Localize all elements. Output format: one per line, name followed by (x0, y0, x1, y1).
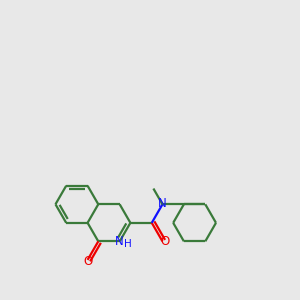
Text: N: N (115, 235, 124, 248)
Text: N: N (158, 196, 167, 210)
Text: O: O (83, 255, 92, 268)
Text: H: H (124, 239, 132, 249)
Text: O: O (160, 235, 170, 248)
